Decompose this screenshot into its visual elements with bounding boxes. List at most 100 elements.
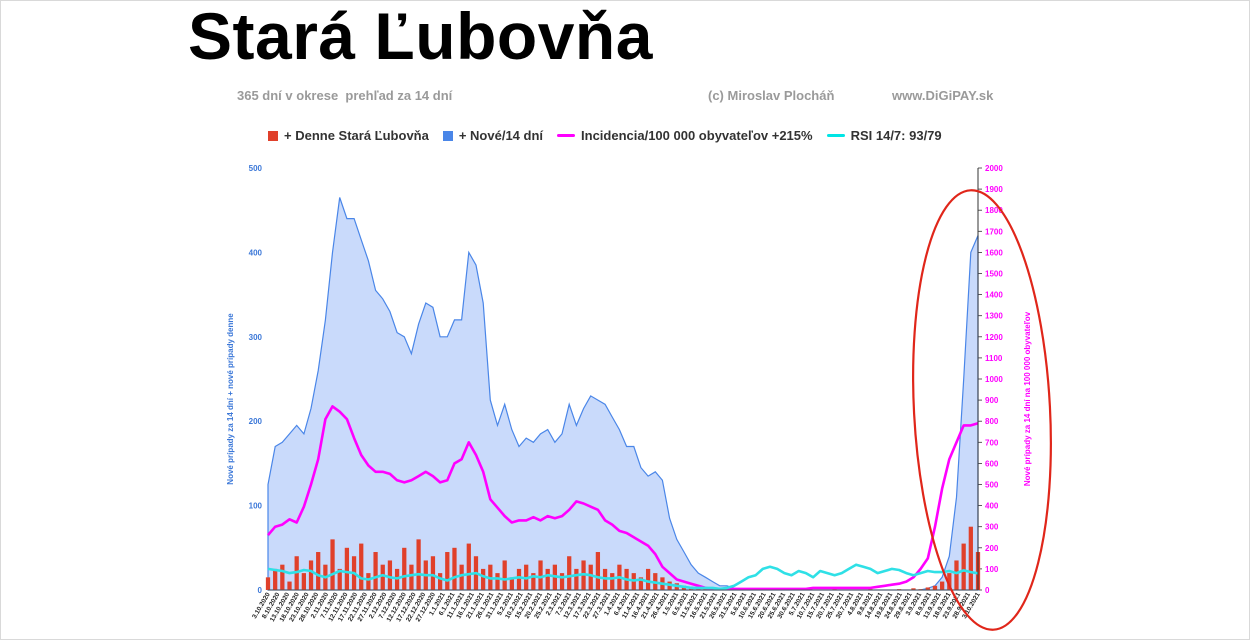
daily-bar — [538, 560, 543, 590]
left-tick-label: 300 — [249, 333, 263, 342]
right-tick-label: 1700 — [985, 227, 1003, 236]
right-tick-label: 500 — [985, 481, 999, 490]
daily-bar — [610, 573, 615, 590]
daily-bar — [911, 588, 916, 590]
daily-bar — [961, 543, 966, 590]
daily-bar — [516, 568, 522, 590]
daily-bar — [940, 581, 945, 590]
daily-bar — [416, 539, 421, 590]
legend-item-daily: + Denne Stará Ľubovňa — [268, 128, 429, 143]
right-tick-label: 900 — [985, 396, 999, 405]
daily-bar — [437, 573, 443, 590]
daily-bar — [947, 573, 952, 590]
daily-bar — [588, 564, 593, 590]
daily-bar — [330, 539, 335, 590]
daily-bar — [574, 568, 579, 590]
daily-bar — [502, 560, 507, 590]
right-tick-label: 400 — [985, 502, 999, 511]
legend-label-incidence: Incidencia/100 000 obyvateľov +215% — [581, 128, 813, 143]
daily-bar — [409, 564, 414, 590]
series-line-rsi — [267, 563, 979, 591]
daily-bar — [402, 547, 407, 590]
daily-bar — [287, 581, 292, 590]
daily-bar — [638, 577, 644, 590]
left-tick-label: 200 — [249, 417, 263, 426]
chart-legend: + Denne Stará Ľubovňa + Nové/14 dní Inci… — [268, 128, 956, 143]
legend-swatch-rsi — [826, 134, 845, 137]
daily-bar — [316, 552, 321, 590]
daily-bar — [430, 556, 436, 590]
legend-label-daily: + Denne Stará Ľubovňa — [284, 128, 429, 143]
copyright-text: (c) Miroslav Plocháň — [708, 88, 835, 103]
daily-bar — [445, 552, 450, 590]
daily-bar — [387, 560, 393, 590]
daily-bar — [459, 564, 464, 590]
right-tick-label: 1200 — [985, 333, 1003, 342]
right-tick-label: 800 — [985, 417, 999, 426]
right-tick-label: 1900 — [985, 185, 1003, 194]
daily-bar — [280, 564, 285, 590]
chart-subtitle: 365 dní v okrese prehľad za 14 dní — [237, 88, 453, 103]
right-tick-label: 600 — [985, 459, 999, 468]
daily-bar — [545, 568, 550, 590]
daily-bar — [968, 526, 973, 590]
y-axis-label-left: Nové prípady za 14 dní + nové prípady de… — [226, 313, 235, 485]
legend-label-rsi: RSI 14/7: 93/79 — [850, 128, 942, 143]
y-axis-label-right: Nové prípady za 14 dní na 100 000 obyvat… — [1023, 311, 1032, 486]
daily-bar — [273, 568, 278, 590]
right-tick-label: 1600 — [985, 248, 1003, 257]
right-tick-label: 1500 — [985, 270, 1003, 279]
daily-bar — [452, 547, 457, 590]
highlight-ellipse — [912, 189, 1052, 631]
daily-bar — [337, 568, 342, 590]
daily-bar — [495, 573, 500, 590]
left-tick-label: 100 — [249, 502, 263, 511]
left-tick-label: 500 — [249, 164, 263, 173]
daily-bar — [308, 560, 314, 590]
daily-bar — [559, 573, 565, 590]
daily-bar — [301, 573, 306, 590]
daily-bar — [373, 552, 378, 590]
right-tick-label: 200 — [985, 544, 999, 553]
right-tick-label: 1400 — [985, 291, 1003, 300]
daily-bar — [509, 577, 514, 590]
daily-bar — [366, 573, 371, 590]
legend-label-14day: + Nové/14 dní — [458, 128, 544, 143]
daily-bar — [481, 568, 486, 590]
daily-bar — [344, 547, 350, 590]
daily-bar — [925, 587, 930, 590]
right-tick-label: 1100 — [985, 354, 1003, 363]
daily-bar — [466, 543, 471, 590]
right-tick-label: 0 — [985, 586, 990, 595]
legend-swatch-14day — [442, 130, 453, 141]
daily-bar — [645, 568, 651, 590]
daily-bar — [265, 577, 271, 590]
daily-bar — [567, 556, 572, 590]
x-axis-ticks: 3.10.20208.10.202013.10.202018.10.202023… — [251, 591, 982, 623]
left-tick-label: 0 — [258, 586, 263, 595]
series-line-incidence — [267, 405, 979, 591]
legend-item-rsi: RSI 14/7: 93/79 — [826, 128, 942, 143]
daily-bar — [380, 564, 385, 590]
website-text: www.DiGiPAY.sk — [892, 88, 994, 103]
page-title: Stará Ľubovňa — [188, 0, 653, 73]
right-tick-label: 1000 — [985, 375, 1003, 384]
left-axis-ticks: 0 100 200 300 400 500 — [249, 164, 263, 595]
legend-item-incidence: Incidencia/100 000 obyvateľov +215% — [557, 128, 813, 143]
right-tick-label: 300 — [985, 523, 999, 532]
left-tick-label: 400 — [249, 248, 263, 257]
right-axis-ticks: 0 100 200 300 400 500 600 700 800 900 1000 1100 1200… — [978, 164, 1003, 595]
legend-swatch-incidence — [557, 134, 576, 137]
daily-bar — [531, 573, 536, 590]
daily-bar — [954, 560, 959, 590]
right-tick-label: 700 — [985, 438, 999, 447]
daily-bar — [595, 552, 601, 590]
right-tick-label: 1800 — [985, 206, 1003, 215]
legend-item-14day: + Nové/14 dní — [442, 128, 544, 143]
daily-bar — [359, 543, 364, 590]
daily-bar — [932, 585, 938, 590]
right-tick-label: 100 — [985, 565, 999, 574]
legend-swatch-daily — [268, 130, 278, 141]
right-tick-label: 1300 — [985, 312, 1003, 321]
